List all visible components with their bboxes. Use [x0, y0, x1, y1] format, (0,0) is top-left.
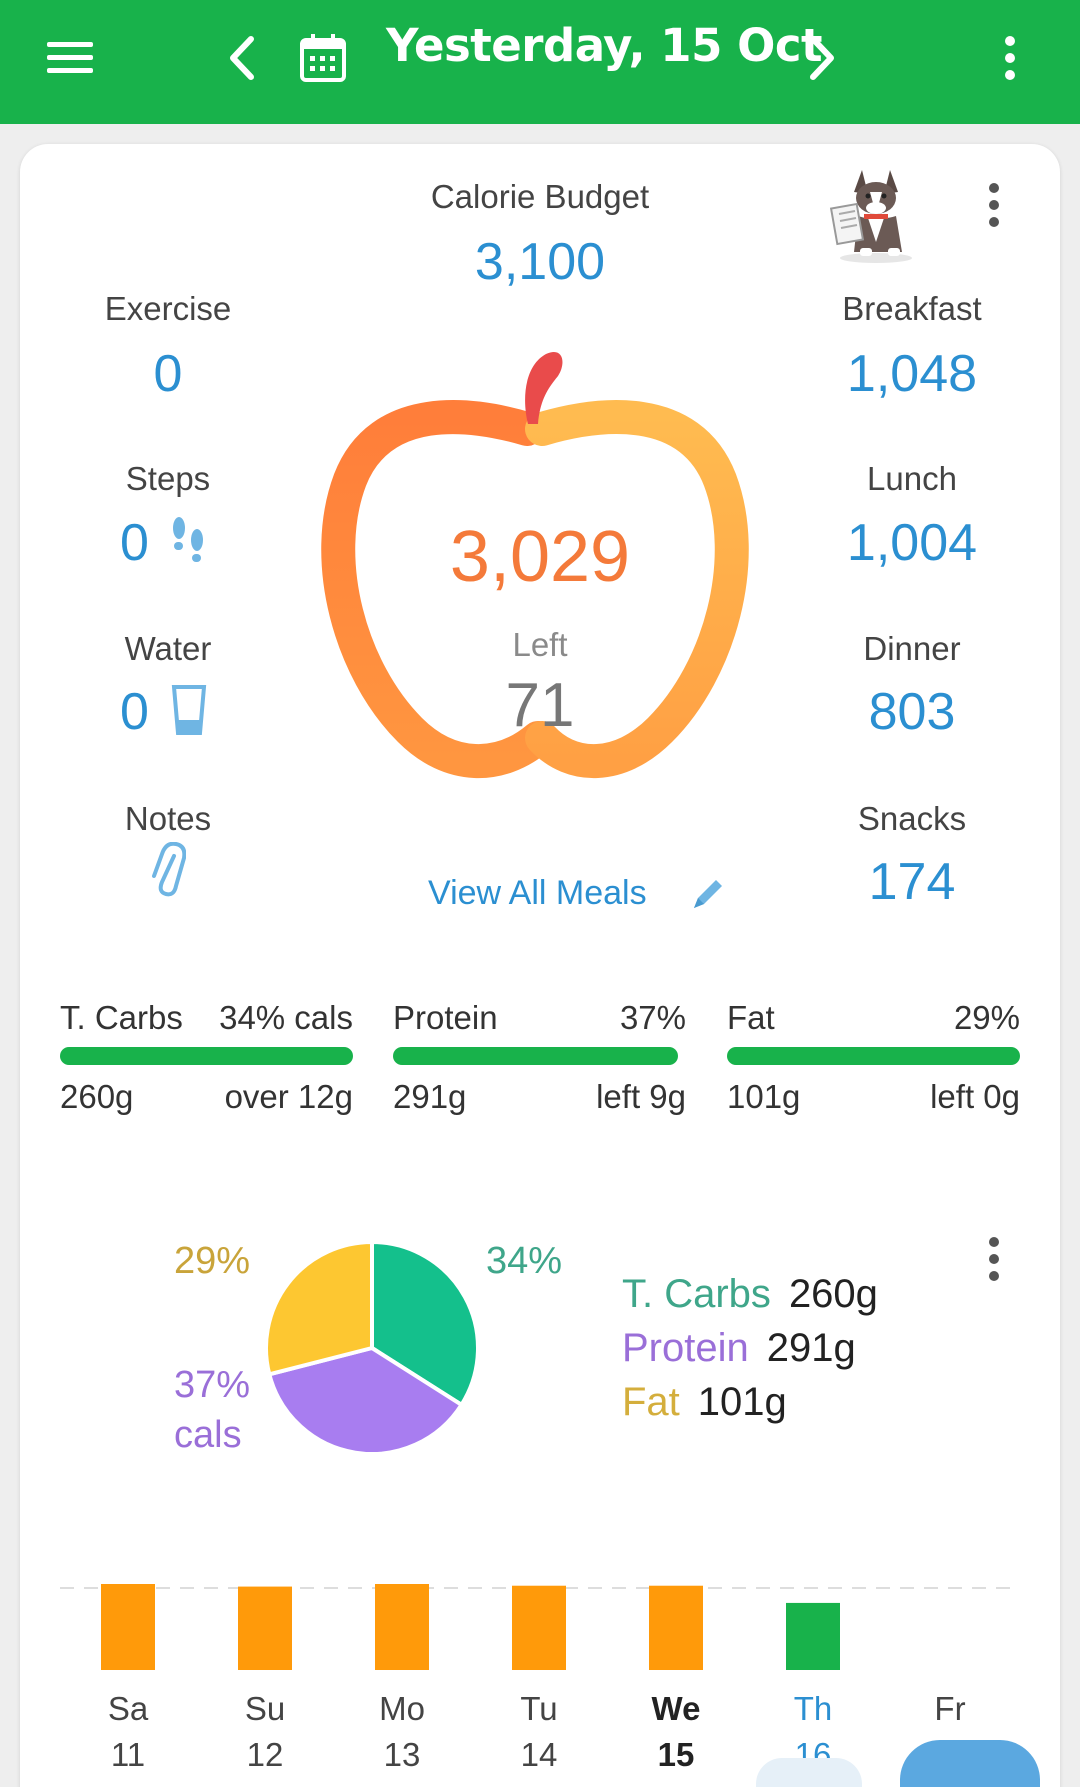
calories-left-value: 71 — [505, 671, 575, 740]
apple-progress-ring[interactable] — [310, 340, 770, 845]
floating-action-button[interactable] — [900, 1740, 1040, 1787]
day-number-we: 15 — [657, 1736, 695, 1773]
day-bar-mo[interactable] — [375, 1584, 429, 1670]
calendar-icon[interactable] — [283, 18, 363, 98]
day-label-mo[interactable]: Mo — [379, 1690, 425, 1727]
water-row[interactable]: 0 — [120, 682, 207, 742]
fat-grams: 101g — [727, 1078, 801, 1115]
fat-progress-bar — [727, 1047, 1020, 1065]
calorie-budget-label: Calorie Budget — [430, 178, 650, 215]
breakfast-value[interactable]: 1,048 — [846, 345, 978, 403]
more-vertical-icon[interactable] — [970, 18, 1050, 98]
chevron-right-icon[interactable] — [781, 18, 861, 98]
today-chip[interactable] — [756, 1758, 862, 1787]
legend-fat-name: Fat — [622, 1380, 680, 1424]
water-label: Water — [124, 630, 212, 667]
legend-carbs: T. Carbs 260g — [622, 1272, 878, 1317]
water-value: 0 — [120, 683, 149, 741]
calorie-budget-value[interactable]: 3,100 — [474, 233, 606, 291]
card-more-icon[interactable] — [984, 182, 1004, 233]
protein-percent: 37% — [619, 999, 686, 1036]
calories-consumed-value: 3,029 — [449, 517, 631, 597]
day-bar-su[interactable] — [238, 1586, 292, 1670]
footprints-icon — [169, 514, 209, 573]
paperclip-icon[interactable] — [150, 841, 187, 903]
lunch-label: Lunch — [867, 460, 957, 497]
steps-label: Steps — [125, 460, 211, 497]
snacks-value[interactable]: 174 — [868, 853, 956, 911]
day-bar-th[interactable] — [786, 1602, 840, 1670]
protein-status: left 9g — [596, 1078, 686, 1115]
legend-carbs-grams: 260g — [788, 1272, 878, 1316]
carbs-grams: 260g — [60, 1078, 134, 1115]
day-label-sa[interactable]: Sa — [107, 1690, 149, 1727]
legend-fat: Fat 101g — [622, 1380, 787, 1425]
day-label-fr[interactable]: Fr — [934, 1690, 966, 1727]
edit-pencil-icon[interactable] — [690, 876, 726, 917]
carbs-status: over 12g — [224, 1078, 353, 1115]
carbs-percent: 34% cals — [219, 999, 353, 1036]
pie-slice-protein[interactable] — [266, 1345, 465, 1456]
day-number-su: 12 — [246, 1736, 284, 1773]
pie-slice-fat[interactable] — [264, 1239, 374, 1377]
protein-progress-bar — [393, 1047, 678, 1065]
protein-grams: 291g — [393, 1078, 467, 1115]
chevron-left-icon[interactable] — [203, 18, 283, 98]
snacks-label: Snacks — [857, 800, 967, 837]
steps-row[interactable]: 0 — [120, 513, 209, 573]
view-all-meals-link[interactable]: View All Meals — [428, 874, 647, 912]
pie-label-protein-unit: cals — [174, 1414, 242, 1456]
fat-name: Fat — [727, 999, 775, 1036]
dinner-label: Dinner — [863, 630, 961, 667]
protein-name: Protein — [393, 999, 498, 1036]
fat-status: left 0g — [930, 1078, 1020, 1115]
day-number-tu: 14 — [520, 1736, 558, 1773]
lunch-value[interactable]: 1,004 — [846, 514, 978, 572]
day-number-mo: 13 — [383, 1736, 421, 1773]
weekly-calorie-chart — [0, 1560, 1080, 1787]
date-title[interactable]: Yesterday, 15 Oct — [386, 19, 823, 72]
legend-protein: Protein 291g — [622, 1326, 856, 1371]
notes-label: Notes — [124, 800, 212, 837]
breakfast-label: Breakfast — [842, 290, 982, 327]
exercise-value[interactable]: 0 — [153, 345, 183, 403]
pie-label-carbs: 34% — [486, 1240, 563, 1282]
day-label-we[interactable]: We — [651, 1690, 701, 1727]
macro-pie-chart[interactable] — [262, 1238, 482, 1463]
water-glass-icon — [171, 684, 207, 741]
pie-more-icon[interactable] — [984, 1236, 1004, 1287]
pie-label-protein: 37% — [174, 1364, 251, 1406]
steps-value: 0 — [120, 514, 149, 572]
dog-mascot-icon — [824, 162, 924, 271]
pie-label-fat: 29% — [174, 1240, 251, 1282]
top-app-bar: Yesterday, 15 Oct — [0, 0, 1080, 124]
day-label-tu[interactable]: Tu — [520, 1690, 558, 1727]
legend-protein-name: Protein — [622, 1326, 749, 1370]
dinner-value[interactable]: 803 — [868, 683, 956, 741]
legend-fat-grams: 101g — [697, 1380, 787, 1424]
day-label-su[interactable]: Su — [244, 1690, 286, 1727]
legend-protein-grams: 291g — [766, 1326, 856, 1370]
legend-carbs-name: T. Carbs — [622, 1272, 771, 1316]
carbs-name: T. Carbs — [60, 999, 183, 1036]
calories-left-label: Left — [512, 626, 568, 663]
day-bar-we[interactable] — [649, 1585, 703, 1670]
carbs-progress-bar — [60, 1047, 353, 1065]
day-label-th[interactable]: Th — [793, 1690, 833, 1727]
menu-icon[interactable] — [30, 18, 110, 98]
exercise-label: Exercise — [104, 290, 232, 327]
day-bar-tu[interactable] — [512, 1585, 566, 1670]
day-number-sa: 11 — [110, 1736, 146, 1773]
day-bar-sa[interactable] — [101, 1584, 155, 1670]
fat-percent: 29% — [953, 999, 1020, 1036]
